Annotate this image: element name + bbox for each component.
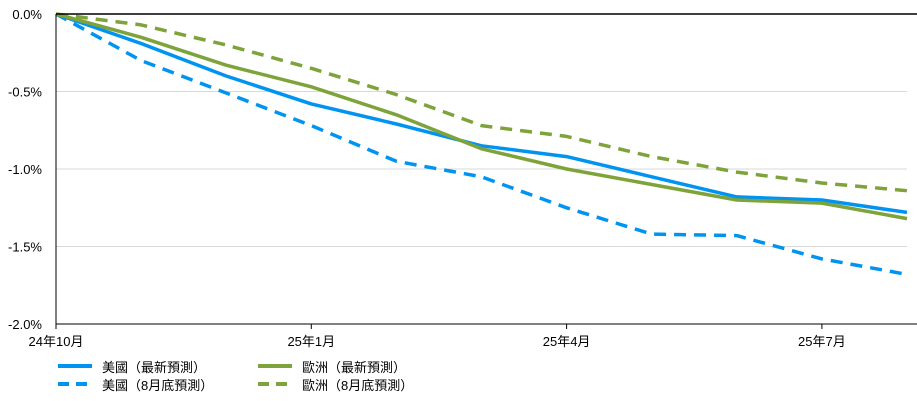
legend-swatch-us-august [58,382,92,386]
series-line-3 [55,12,908,193]
y-tick-label: -1.0% [8,162,42,177]
x-tick-label: 25年7月 [798,334,846,349]
legend-item-us-august: 美國（8月底預測） [58,374,213,394]
legend-item-us-latest: 美國（最新預測） [58,356,206,376]
x-tick-label: 25年1月 [287,334,335,349]
y-tick-label: -2.0% [8,317,42,332]
axes [55,13,917,325]
series-line-2 [55,12,908,221]
legend-label-eu-august: 歐洲（8月底預測） [302,377,414,393]
legend-swatch-eu-latest [258,364,292,368]
gridlines [56,91,907,247]
legend-label-us-latest: 美國（最新預測） [102,359,207,375]
x-axis-ticks: 24年10月 25年1月 25年4月 25年7月 [29,324,846,349]
legend-swatch-us-latest [58,364,92,368]
y-tick-label: -0.5% [8,85,42,100]
legend-swatch-eu-august [258,382,292,386]
line-chart: 0.0% -0.5% -1.0% -1.5% -2.0% 24年10月 25年1月 25年4… [8,7,917,349]
legend-item-eu-august: 歐洲（8月底預測） [258,374,413,394]
legend-item-eu-latest: 歐洲（最新預測） [258,356,406,376]
y-tick-label: 0.0% [12,7,42,22]
series-line-0 [55,12,908,215]
legend-label-us-august: 美國（8月底預測） [102,377,214,393]
x-tick-label: 25年4月 [543,334,591,349]
y-tick-label: -1.5% [8,240,42,255]
x-tick-label: 24年10月 [29,334,84,349]
y-axis-ticks: 0.0% -0.5% -1.0% -1.5% -2.0% [8,7,42,332]
legend-label-eu-latest: 歐洲（最新預測） [302,359,407,375]
series-lines [55,12,908,277]
